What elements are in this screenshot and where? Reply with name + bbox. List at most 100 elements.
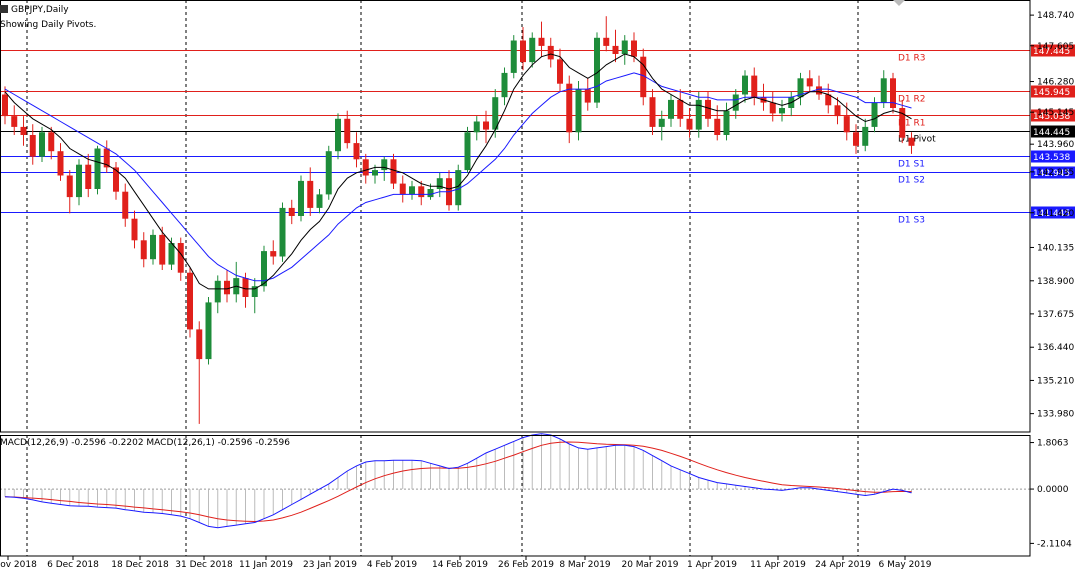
candle-body: [751, 75, 758, 98]
macd-y-tick-label: 1.8063: [1037, 439, 1069, 449]
pivot-name: D1 S1: [898, 160, 925, 170]
candle-body: [621, 40, 628, 54]
candle-body: [103, 148, 110, 168]
candle-body: [510, 40, 517, 73]
y-tick-label: 133.980: [1037, 410, 1074, 420]
candle-body: [769, 102, 776, 114]
candle-body: [557, 59, 563, 84]
candle-body: [908, 137, 915, 146]
symbol-icon: [0, 5, 8, 13]
candle-body: [113, 167, 119, 192]
y-tick-label: 143.960: [1037, 140, 1074, 150]
candle-body: [390, 159, 397, 184]
candle-body: [779, 108, 785, 114]
pivot-price-label: 145.945: [1033, 88, 1070, 98]
candle-body: [436, 178, 443, 189]
candles-layer: [2, 16, 915, 424]
candle-body: [122, 191, 129, 219]
candle-body: [372, 170, 378, 176]
pivot-price-tag: [1031, 109, 1075, 122]
pivot-name: D1 S3: [898, 216, 925, 226]
candle-body: [714, 118, 721, 135]
candle-body: [455, 170, 462, 206]
candle-body: [362, 159, 369, 176]
candle-body: [575, 89, 582, 133]
candle-body: [298, 180, 304, 216]
pivot-price-label: 144.445: [1033, 128, 1070, 138]
pivot-price-tag: [1031, 206, 1075, 219]
candle-body: [547, 45, 554, 60]
candle-body: [677, 99, 684, 119]
candle-body: [705, 99, 711, 119]
candle-body: [205, 302, 212, 360]
pivot-price-label: 145.038: [1033, 112, 1070, 122]
macd-layer: [0, 433, 1030, 529]
macd-y-tick-label: 0.0000: [1037, 485, 1069, 495]
pivot-price-label: 143.538: [1033, 153, 1070, 163]
pivot-price-tag: [1031, 44, 1075, 57]
x-tick-label: 23 Jan 2019: [303, 560, 357, 570]
candle-body: [492, 97, 499, 130]
y-tick-label: 141.420: [1037, 209, 1074, 219]
candle-body: [39, 132, 45, 157]
candle-body: [806, 78, 813, 87]
candle-body: [76, 164, 82, 198]
candle-body: [899, 108, 906, 138]
pivot-name: D1 R3: [898, 54, 926, 64]
candle-body: [335, 118, 341, 152]
candle-body: [640, 56, 647, 98]
pivot-price-tag: [1031, 166, 1075, 179]
symbol-title: GBPJPY,Daily: [0, 5, 69, 15]
candle-body: [501, 72, 508, 98]
candle-body: [742, 75, 748, 95]
y-tick-label: 142.935: [1037, 168, 1074, 178]
candle-body: [251, 286, 258, 297]
candle-body: [649, 97, 656, 127]
x-tick-label: 8 Mar 2019: [559, 560, 611, 570]
x-tick-label: 11 Jan 2019: [239, 560, 293, 570]
candle-body: [94, 148, 101, 189]
candle-body: [224, 280, 230, 295]
candle-body: [344, 118, 351, 144]
macd-main-line: [4, 433, 912, 529]
x-tick-label: 6 Dec 2018: [47, 560, 99, 570]
candle-body: [668, 99, 674, 119]
candle-body: [381, 159, 388, 171]
candle-body: [168, 243, 175, 265]
pivot-price-label: 147.445: [1033, 47, 1070, 57]
ma-slow-line: [4, 72, 912, 282]
x-tick-label: 6 May 2019: [879, 560, 932, 570]
candle-body: [631, 40, 637, 57]
candle-body: [473, 121, 480, 133]
pivot-name: D1 R2: [898, 95, 926, 105]
candle-body: [584, 89, 591, 103]
x-tick-label: 31 Dec 2018: [175, 560, 233, 570]
macd-frame: [0, 435, 1031, 557]
candle-body: [612, 45, 619, 54]
candle-body: [566, 83, 573, 133]
ma-fast-line: [4, 53, 912, 290]
candle-body: [242, 278, 249, 297]
candle-body: [48, 132, 55, 152]
x-tick-label: 4 Feb 2019: [367, 560, 418, 570]
x-tick-label: 14 Feb 2019: [432, 560, 488, 570]
candle-body: [270, 251, 277, 257]
pivot-price-tag: [1031, 85, 1075, 98]
candle-body: [834, 105, 841, 117]
candle-body: [427, 189, 434, 198]
candle-body: [843, 116, 850, 133]
candle-body: [732, 94, 739, 111]
pivot-price-label: 141.445: [1033, 209, 1070, 219]
candle-body: [890, 78, 896, 108]
candle-body: [529, 37, 536, 63]
y-tick-label: 148.740: [1037, 11, 1074, 21]
scroll-marker-icon: [893, 0, 905, 6]
pivot-name: D1 R1: [898, 119, 926, 129]
macd-y-tick-label: -2.1104: [1037, 539, 1072, 549]
y-tick-label: 137.675: [1037, 310, 1074, 320]
x-tick-label: 27 Nov 2018: [0, 560, 37, 570]
y-tick-label: 145.145: [1037, 108, 1074, 118]
candle-body: [695, 99, 702, 130]
